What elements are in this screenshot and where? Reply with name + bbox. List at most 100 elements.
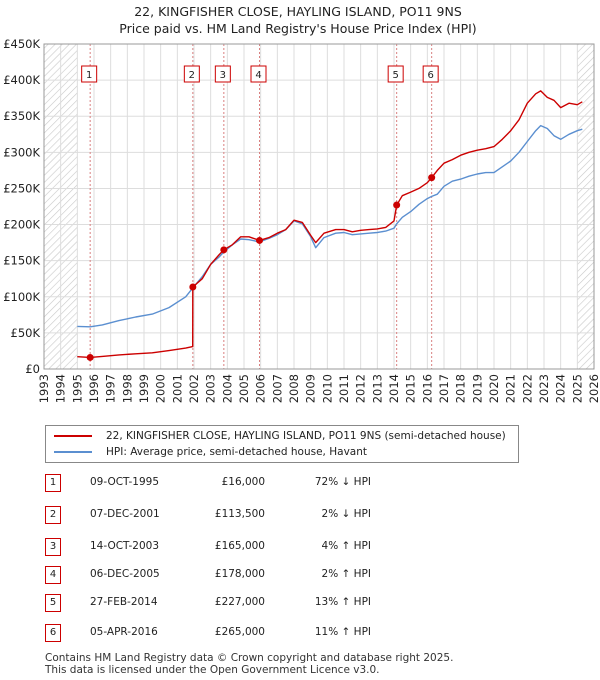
sale-number-badge: 5 — [45, 594, 61, 612]
sale-point — [393, 201, 401, 209]
x-tick-label: 2015 — [404, 374, 418, 403]
sale-date: 09-OCT-1995 — [90, 476, 159, 488]
legend-label-property: 22, KINGFISHER CLOSE, HAYLING ISLAND, PO… — [106, 430, 506, 442]
x-tick-label: 2003 — [204, 374, 218, 403]
hatched-region — [577, 44, 594, 369]
sale-date: 05-APR-2016 — [90, 626, 158, 638]
y-tick-label: £0 — [25, 362, 40, 376]
sale-number-box — [250, 65, 267, 83]
sale-number-badge: 3 — [45, 538, 61, 556]
sale-date: 07-DEC-2001 — [90, 508, 160, 520]
legend-label-hpi: HPI: Average price, semi-detached house,… — [106, 446, 367, 458]
sale-number-label: 2 — [189, 70, 195, 81]
x-tick-label: 2021 — [504, 374, 518, 403]
sale-hpi-diff: 2% ↓ HPI — [321, 508, 371, 520]
legend-swatch-property — [54, 435, 92, 437]
table-row: 3 14-OCT-2003 £165,000 4% ↑ HPI — [45, 538, 565, 556]
x-tick-label: 2007 — [270, 374, 284, 403]
x-tick-label: 1998 — [120, 374, 134, 403]
sale-number-label: 3 — [220, 70, 226, 81]
sale-hpi-diff: 4% ↑ HPI — [321, 540, 371, 552]
sale-number-badge: 4 — [45, 566, 61, 584]
x-tick-label: 2019 — [470, 374, 484, 403]
sale-price: £178,000 — [214, 568, 265, 580]
sale-price: £265,000 — [214, 626, 265, 638]
sale-hpi-diff: 2% ↑ HPI — [321, 568, 371, 580]
sale-hpi-diff: 72% ↓ HPI — [314, 476, 371, 488]
y-tick-label: £300K — [3, 145, 40, 159]
sale-number-label: 6 — [427, 70, 433, 81]
x-tick-label: 2023 — [537, 374, 551, 403]
sale-price: £16,000 — [221, 476, 265, 488]
x-tick-label: 2008 — [287, 374, 301, 403]
sale-hpi-diff: 13% ↑ HPI — [314, 596, 371, 608]
x-tick-label: 2020 — [487, 374, 501, 403]
x-tick-label: 2014 — [387, 374, 401, 403]
chart-subtitle: Price paid vs. HM Land Registry's House … — [119, 21, 476, 36]
sale-point — [428, 174, 436, 182]
y-tick-label: £100K — [3, 290, 40, 304]
sale-number-badge: 1 — [45, 474, 61, 492]
footer-copyright: Contains HM Land Registry data © Crown c… — [45, 652, 454, 664]
x-tick-label: 1994 — [54, 374, 68, 403]
table-row: 2 07-DEC-2001 £113,500 2% ↓ HPI — [45, 506, 565, 524]
x-tick-label: 1997 — [104, 374, 118, 403]
y-tick-label: £450K — [3, 37, 40, 51]
x-tick-label: 2009 — [304, 374, 318, 403]
x-tick-label: 2013 — [370, 374, 384, 403]
x-tick-label: 2010 — [320, 374, 334, 403]
x-tick-label: 2005 — [237, 374, 251, 403]
x-tick-label: 2017 — [437, 374, 451, 403]
x-tick-label: 2011 — [337, 374, 351, 403]
sale-number-box — [214, 65, 231, 83]
series-line — [77, 90, 583, 359]
sale-number-box — [387, 65, 404, 83]
sale-price: £227,000 — [214, 596, 265, 608]
x-tick-label: 1996 — [87, 374, 101, 403]
footer-attribution: Contains HM Land Registry data © Crown c… — [45, 652, 453, 676]
x-tick-label: 2026 — [587, 374, 600, 403]
sale-date: 27-FEB-2014 — [90, 596, 158, 608]
price-chart: 22, KINGFISHER CLOSE, HAYLING ISLAND, PO… — [3, 4, 600, 403]
y-tick-label: £400K — [3, 73, 40, 87]
y-tick-label: £50K — [11, 326, 41, 340]
x-tick-label: 2004 — [220, 374, 234, 403]
x-tick-label: 1993 — [37, 374, 51, 403]
x-tick-label: 1999 — [137, 374, 151, 403]
x-tick-label: 1995 — [70, 374, 84, 403]
sale-number-label: 5 — [392, 70, 398, 81]
x-tick-label: 2018 — [454, 374, 468, 403]
chart-title: 22, KINGFISHER CLOSE, HAYLING ISLAND, PO… — [134, 4, 462, 19]
y-tick-label: £350K — [3, 109, 40, 123]
sale-hpi-diff: 11% ↑ HPI — [314, 626, 371, 638]
sale-price: £113,500 — [214, 508, 265, 520]
legend-item-property: 22, KINGFISHER CLOSE, HAYLING ISLAND, PO… — [54, 428, 506, 444]
table-row: 4 06-DEC-2005 £178,000 2% ↑ HPI — [45, 566, 565, 584]
x-tick-label: 2022 — [520, 374, 534, 403]
sale-date: 14-OCT-2003 — [90, 540, 159, 552]
legend-item-hpi: HPI: Average price, semi-detached house,… — [54, 444, 367, 460]
x-tick-label: 2000 — [154, 374, 168, 403]
sale-number-label: 4 — [255, 70, 261, 81]
y-tick-label: £200K — [3, 218, 40, 232]
sale-number-badge: 2 — [45, 506, 61, 524]
table-row: 5 27-FEB-2014 £227,000 13% ↑ HPI — [45, 594, 565, 612]
legend-swatch-hpi — [54, 451, 92, 453]
sale-point — [256, 236, 263, 244]
x-tick-label: 2016 — [420, 374, 434, 403]
sale-number-badge: 6 — [45, 624, 61, 642]
footer-licence: This data is licensed under the Open Gov… — [45, 664, 380, 676]
sale-number-label: 1 — [86, 70, 92, 81]
table-row: 6 05-APR-2016 £265,000 11% ↑ HPI — [45, 624, 565, 642]
sale-price: £165,000 — [214, 540, 265, 552]
x-tick-label: 2002 — [187, 374, 201, 403]
sale-point — [189, 283, 197, 291]
sale-number-box — [183, 65, 200, 83]
sale-point — [220, 246, 228, 254]
y-tick-label: £150K — [3, 254, 40, 268]
legend: 22, KINGFISHER CLOSE, HAYLING ISLAND, PO… — [45, 425, 519, 463]
sale-date: 06-DEC-2005 — [90, 568, 160, 580]
x-tick-label: 2025 — [570, 374, 584, 403]
x-tick-label: 2024 — [554, 374, 568, 403]
sale-number-box — [81, 65, 98, 83]
